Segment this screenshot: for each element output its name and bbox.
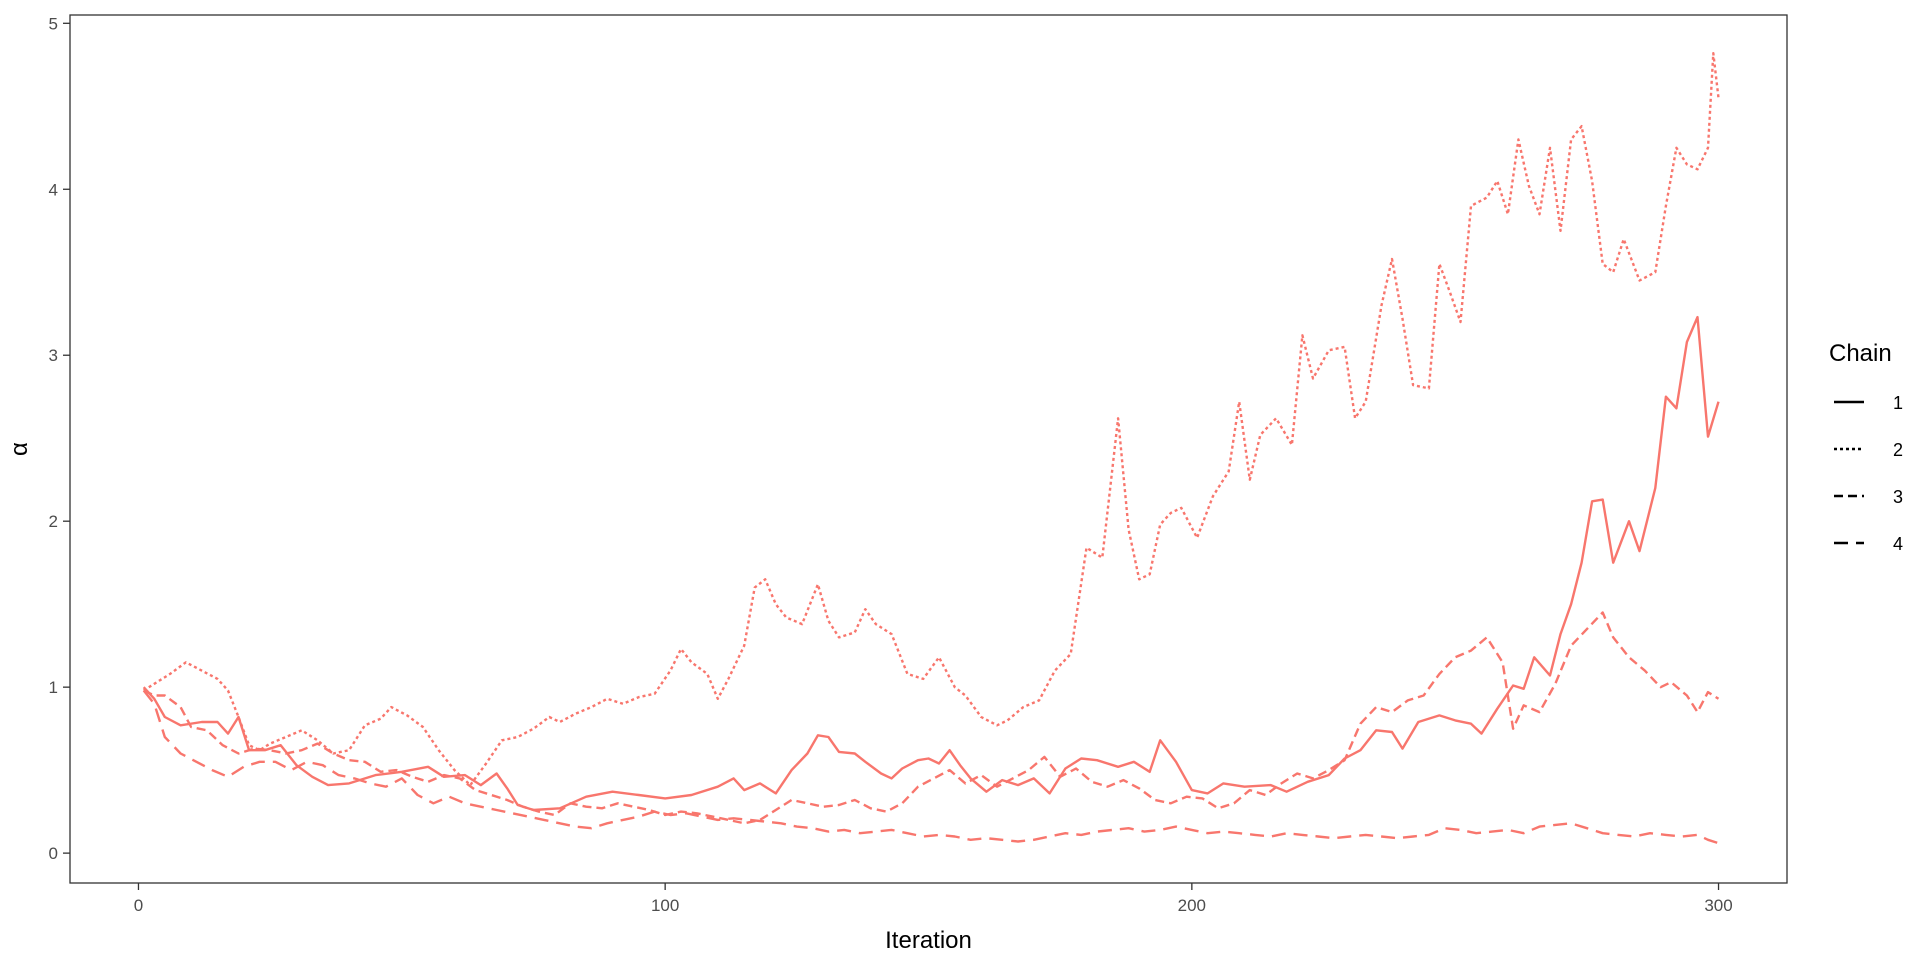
y-tick-label: 1 (49, 678, 58, 697)
series-lines (142, 52, 1720, 845)
series-line-chain-3 (143, 611, 1720, 825)
panel-border (69, 14, 1788, 884)
y-tick-label: 0 (49, 844, 58, 863)
x-tick-label: 200 (1178, 896, 1206, 915)
y-tick-label: 2 (49, 512, 58, 531)
legend: Chain 1 2 3 4 (1829, 340, 1903, 554)
series-line-chain-4 (142, 689, 1719, 845)
y-tick-label: 3 (49, 346, 58, 365)
y-tick-label: 5 (49, 14, 58, 33)
series-line-chain-1 (142, 315, 1720, 812)
legend-label-chain-2: 2 (1893, 440, 1903, 460)
legend-title: Chain (1829, 340, 1892, 367)
legend-label-chain-4: 4 (1893, 534, 1903, 554)
x-tick-label: 300 (1704, 896, 1732, 915)
x-tick-label: 0 (134, 896, 143, 915)
legend-label-chain-1: 1 (1893, 393, 1903, 413)
y-axis-title: α (6, 442, 33, 456)
y-tick-label: 4 (49, 180, 58, 199)
x-tick-label: 100 (651, 896, 679, 915)
axis-ticks: 0 100 200 300 0 1 2 3 4 5 (49, 14, 1733, 915)
x-axis-title: Iteration (885, 927, 972, 954)
legend-label-chain-3: 3 (1893, 487, 1903, 507)
series-line-chain-2 (143, 52, 1720, 787)
